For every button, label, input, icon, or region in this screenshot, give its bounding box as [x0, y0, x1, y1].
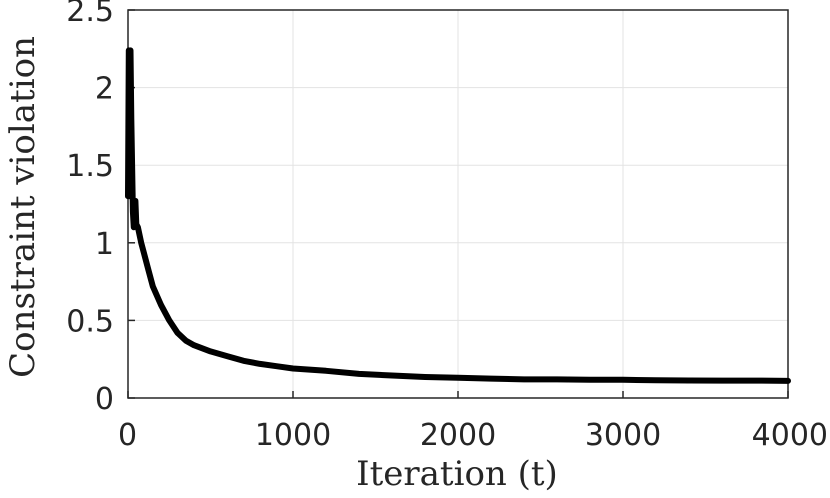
- y-tick-label: 1: [95, 227, 114, 262]
- x-tick-label: 3000: [585, 418, 661, 453]
- y-axis-ticks: 0 0.5 1 1.5 2 2.5: [66, 0, 135, 417]
- y-tick-label: 2: [95, 72, 114, 107]
- grid: [127, 9, 789, 399]
- y-tick-label: 0.5: [66, 304, 114, 339]
- y-axis-label: Constraint violation: [3, 36, 43, 378]
- series-line: [125, 47, 791, 384]
- y-tick-label: 1.5: [66, 149, 114, 184]
- x-tick-label: 4000: [752, 418, 828, 453]
- x-tick-label: 0: [118, 418, 137, 453]
- y-tick-label: 2.5: [66, 0, 114, 29]
- x-tick-label: 1000: [255, 418, 331, 453]
- y-tick-label: 0: [95, 382, 114, 417]
- x-axis-ticks: 0 1000 2000 3000 4000: [118, 391, 828, 453]
- x-axis-label: Iteration (t): [356, 454, 558, 494]
- x-tick-label: 2000: [420, 418, 496, 453]
